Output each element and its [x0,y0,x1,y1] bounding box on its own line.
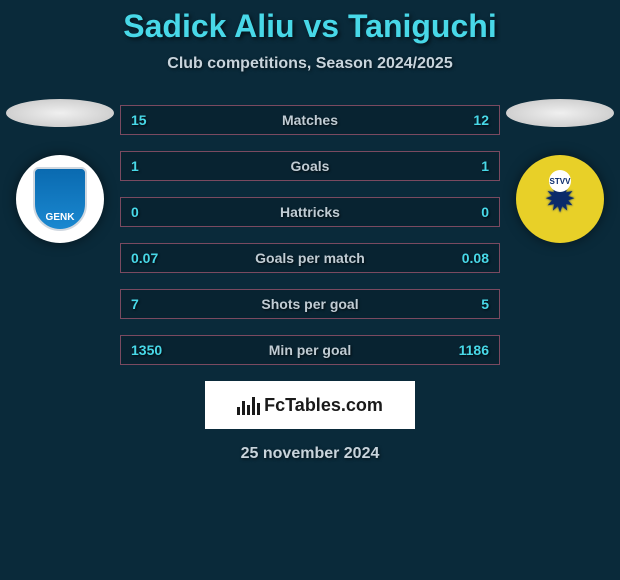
content-row: GENK 15 Matches 12 1 Goals 1 0 Hattricks… [0,91,620,365]
stat-row-mpg: 1350 Min per goal 1186 [120,335,500,365]
stat-label: Hattricks [121,204,499,220]
stat-right-value: 5 [449,296,489,312]
eagle-icon: STVV ✹ [527,166,593,232]
stat-row-gpm: 0.07 Goals per match 0.08 [120,243,500,273]
comparison-card: Sadick Aliu vs Taniguchi Club competitio… [0,0,620,463]
stat-label: Matches [121,112,499,128]
stat-right-value: 1 [449,158,489,174]
stat-row-matches: 15 Matches 12 [120,105,500,135]
footer-date: 25 november 2024 [0,445,620,463]
stat-label: Min per goal [121,342,499,358]
stat-left-value: 0.07 [131,250,171,266]
stats-column: 15 Matches 12 1 Goals 1 0 Hattricks 0 0.… [120,91,500,365]
stat-left-value: 1350 [131,342,171,358]
badge-text: GENK [46,212,75,223]
badge-text: STVV [549,170,571,192]
player-silhouette-placeholder [6,99,114,127]
stat-left-value: 7 [131,296,171,312]
stat-right-value: 0 [449,204,489,220]
stat-left-value: 15 [131,112,171,128]
stat-right-value: 1186 [449,342,489,358]
team-badge-genk: GENK [16,155,104,243]
left-player-col: GENK [0,91,120,243]
brand-box[interactable]: FcTables.com [205,381,415,429]
bars-icon [237,395,260,415]
page-subtitle: Club competitions, Season 2024/2025 [0,55,620,73]
team-badge-stvv: STVV ✹ [516,155,604,243]
stat-right-value: 12 [449,112,489,128]
stat-left-value: 1 [131,158,171,174]
stat-row-hattricks: 0 Hattricks 0 [120,197,500,227]
stat-right-value: 0.08 [449,250,489,266]
stat-label: Goals per match [121,250,499,266]
right-player-col: STVV ✹ [500,91,620,243]
stat-row-goals: 1 Goals 1 [120,151,500,181]
stat-label: Shots per goal [121,296,499,312]
stat-row-spg: 7 Shots per goal 5 [120,289,500,319]
stat-left-value: 0 [131,204,171,220]
fctables-logo: FcTables.com [237,395,383,416]
shield-icon: GENK [33,167,87,231]
player-silhouette-placeholder [506,99,614,127]
page-title: Sadick Aliu vs Taniguchi [0,8,620,45]
stat-label: Goals [121,158,499,174]
brand-text: FcTables.com [264,395,383,416]
